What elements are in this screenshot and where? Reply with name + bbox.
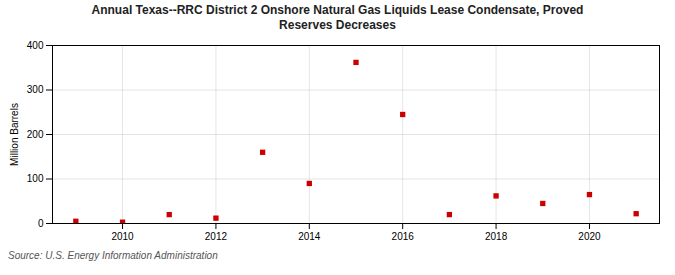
svg-text:2016: 2016 — [392, 231, 415, 242]
svg-text:100: 100 — [27, 173, 44, 184]
svg-text:2012: 2012 — [205, 231, 228, 242]
html-text:Annual Texas--RRC District 2 O: Annual Texas--RRC District 2 Onshore Nat… — [91, 3, 584, 17]
svg-text:400: 400 — [27, 40, 44, 51]
svg-text:2014: 2014 — [298, 231, 321, 242]
html-text:Source: U.S. Energy Informatio: Source: U.S. Energy Information Administ… — [8, 250, 218, 261]
svg-text:2020: 2020 — [578, 231, 601, 242]
svg-text:2010: 2010 — [111, 231, 134, 242]
svg-text:2018: 2018 — [485, 231, 508, 242]
svg-text:200: 200 — [27, 129, 44, 140]
svg-text:Million Barrels: Million Barrels — [9, 103, 20, 166]
svg-text:0: 0 — [38, 218, 44, 229]
svg-text:300: 300 — [27, 84, 44, 95]
html-text:Reserves Decreases: Reserves Decreases — [279, 18, 396, 32]
